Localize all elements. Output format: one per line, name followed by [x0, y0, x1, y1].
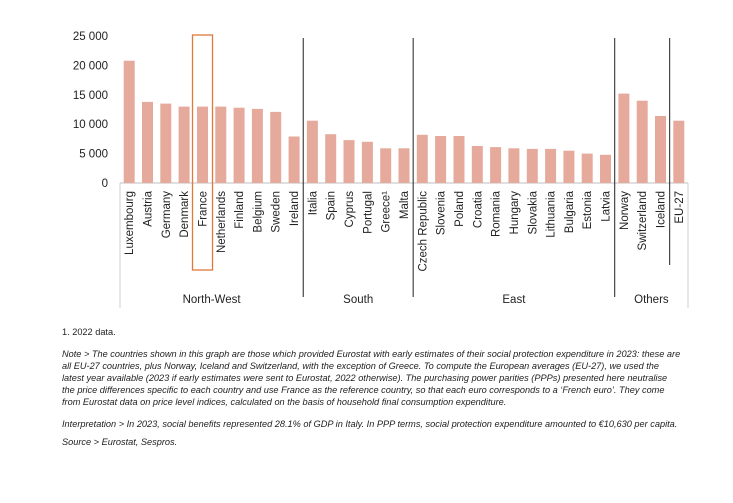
category-label: Italia [307, 190, 319, 215]
category-label: Malta [399, 190, 411, 219]
bar [435, 136, 447, 183]
category-label: Iceland [656, 191, 668, 228]
y-tick-label: 25 000 [73, 31, 108, 43]
category-label: Latvia [601, 190, 613, 221]
bar [655, 116, 666, 183]
category-label: Romania [491, 190, 503, 237]
bar [361, 141, 373, 183]
bar [215, 106, 227, 183]
bar [343, 140, 355, 183]
bar [563, 150, 575, 183]
category-label: Norway [619, 191, 631, 230]
bar [600, 154, 611, 183]
bar [471, 146, 483, 183]
note-text: Note > The countries shown in this graph… [62, 349, 681, 407]
y-tick-label: 20 000 [73, 60, 108, 72]
bar [581, 153, 593, 183]
group-label: North-West [183, 294, 242, 306]
bar [673, 120, 685, 183]
bar [123, 60, 135, 184]
category-label: Greece¹ [381, 191, 393, 233]
bar [306, 120, 318, 183]
category-label: Netherlands [216, 191, 228, 253]
category-label: Spain [326, 191, 338, 220]
category-label: Hungary [509, 191, 521, 235]
bar [251, 108, 263, 183]
interpretation-text: Interpretation > In 2023, social benefit… [62, 419, 678, 429]
highlight-box [191, 34, 214, 271]
bar [453, 136, 465, 183]
category-label: France [198, 191, 210, 227]
bar [270, 111, 282, 183]
category-label: Lithuania [546, 190, 558, 237]
category-label: Austria [143, 190, 155, 226]
bar [233, 107, 245, 183]
category-label: Sweden [271, 191, 283, 233]
category-label: Croatia [472, 190, 484, 228]
category-label: Finland [234, 191, 246, 229]
y-tick-label: 10 000 [73, 119, 108, 131]
category-label: Ireland [289, 191, 301, 226]
bar [142, 101, 153, 183]
category-label: Luxembourg [124, 191, 136, 255]
y-tick-label: 5 000 [79, 149, 108, 161]
group-label: Others [634, 294, 669, 306]
category-label: Cyprus [344, 191, 356, 228]
bar [545, 148, 557, 183]
bar [325, 134, 337, 183]
bar [526, 148, 538, 183]
category-label: Poland [454, 191, 466, 227]
y-tick-label: 15 000 [73, 90, 108, 102]
chart-notes: 1. 2022 data. Note > The countries shown… [62, 326, 682, 458]
category-label: Belgium [252, 191, 264, 233]
category-label: Czech Republic [417, 191, 429, 272]
category-label: Switzerland [637, 191, 649, 250]
category-label: Slovenia [436, 190, 448, 235]
source-text: Source > Eurostat, Sespros. [62, 437, 178, 447]
bar [288, 136, 300, 183]
bar [398, 148, 410, 183]
bar [636, 100, 648, 183]
category-label: Bulgaria [564, 190, 576, 233]
bar [178, 106, 190, 183]
category-label: Estonia [582, 190, 594, 229]
bar [508, 148, 520, 183]
bar [160, 103, 172, 183]
group-label: South [343, 294, 373, 306]
bar [197, 106, 208, 183]
bar-chart: 0 5 000 10 000 15 000 20 000 25 000 Luxembourg… [73, 31, 689, 308]
category-label: Germany [161, 191, 173, 239]
category-label: Denmark [179, 191, 191, 238]
category-label: Portugal [362, 191, 374, 234]
y-tick-label: 0 [102, 178, 108, 190]
category-label: EU-27 [674, 191, 686, 224]
bar [618, 93, 630, 183]
bar [490, 147, 502, 183]
bar [416, 134, 428, 183]
group-label: East [502, 294, 526, 306]
category-label: Slovakia [527, 190, 539, 234]
footnote: 1. 2022 data. [62, 327, 116, 337]
bar [380, 148, 392, 183]
